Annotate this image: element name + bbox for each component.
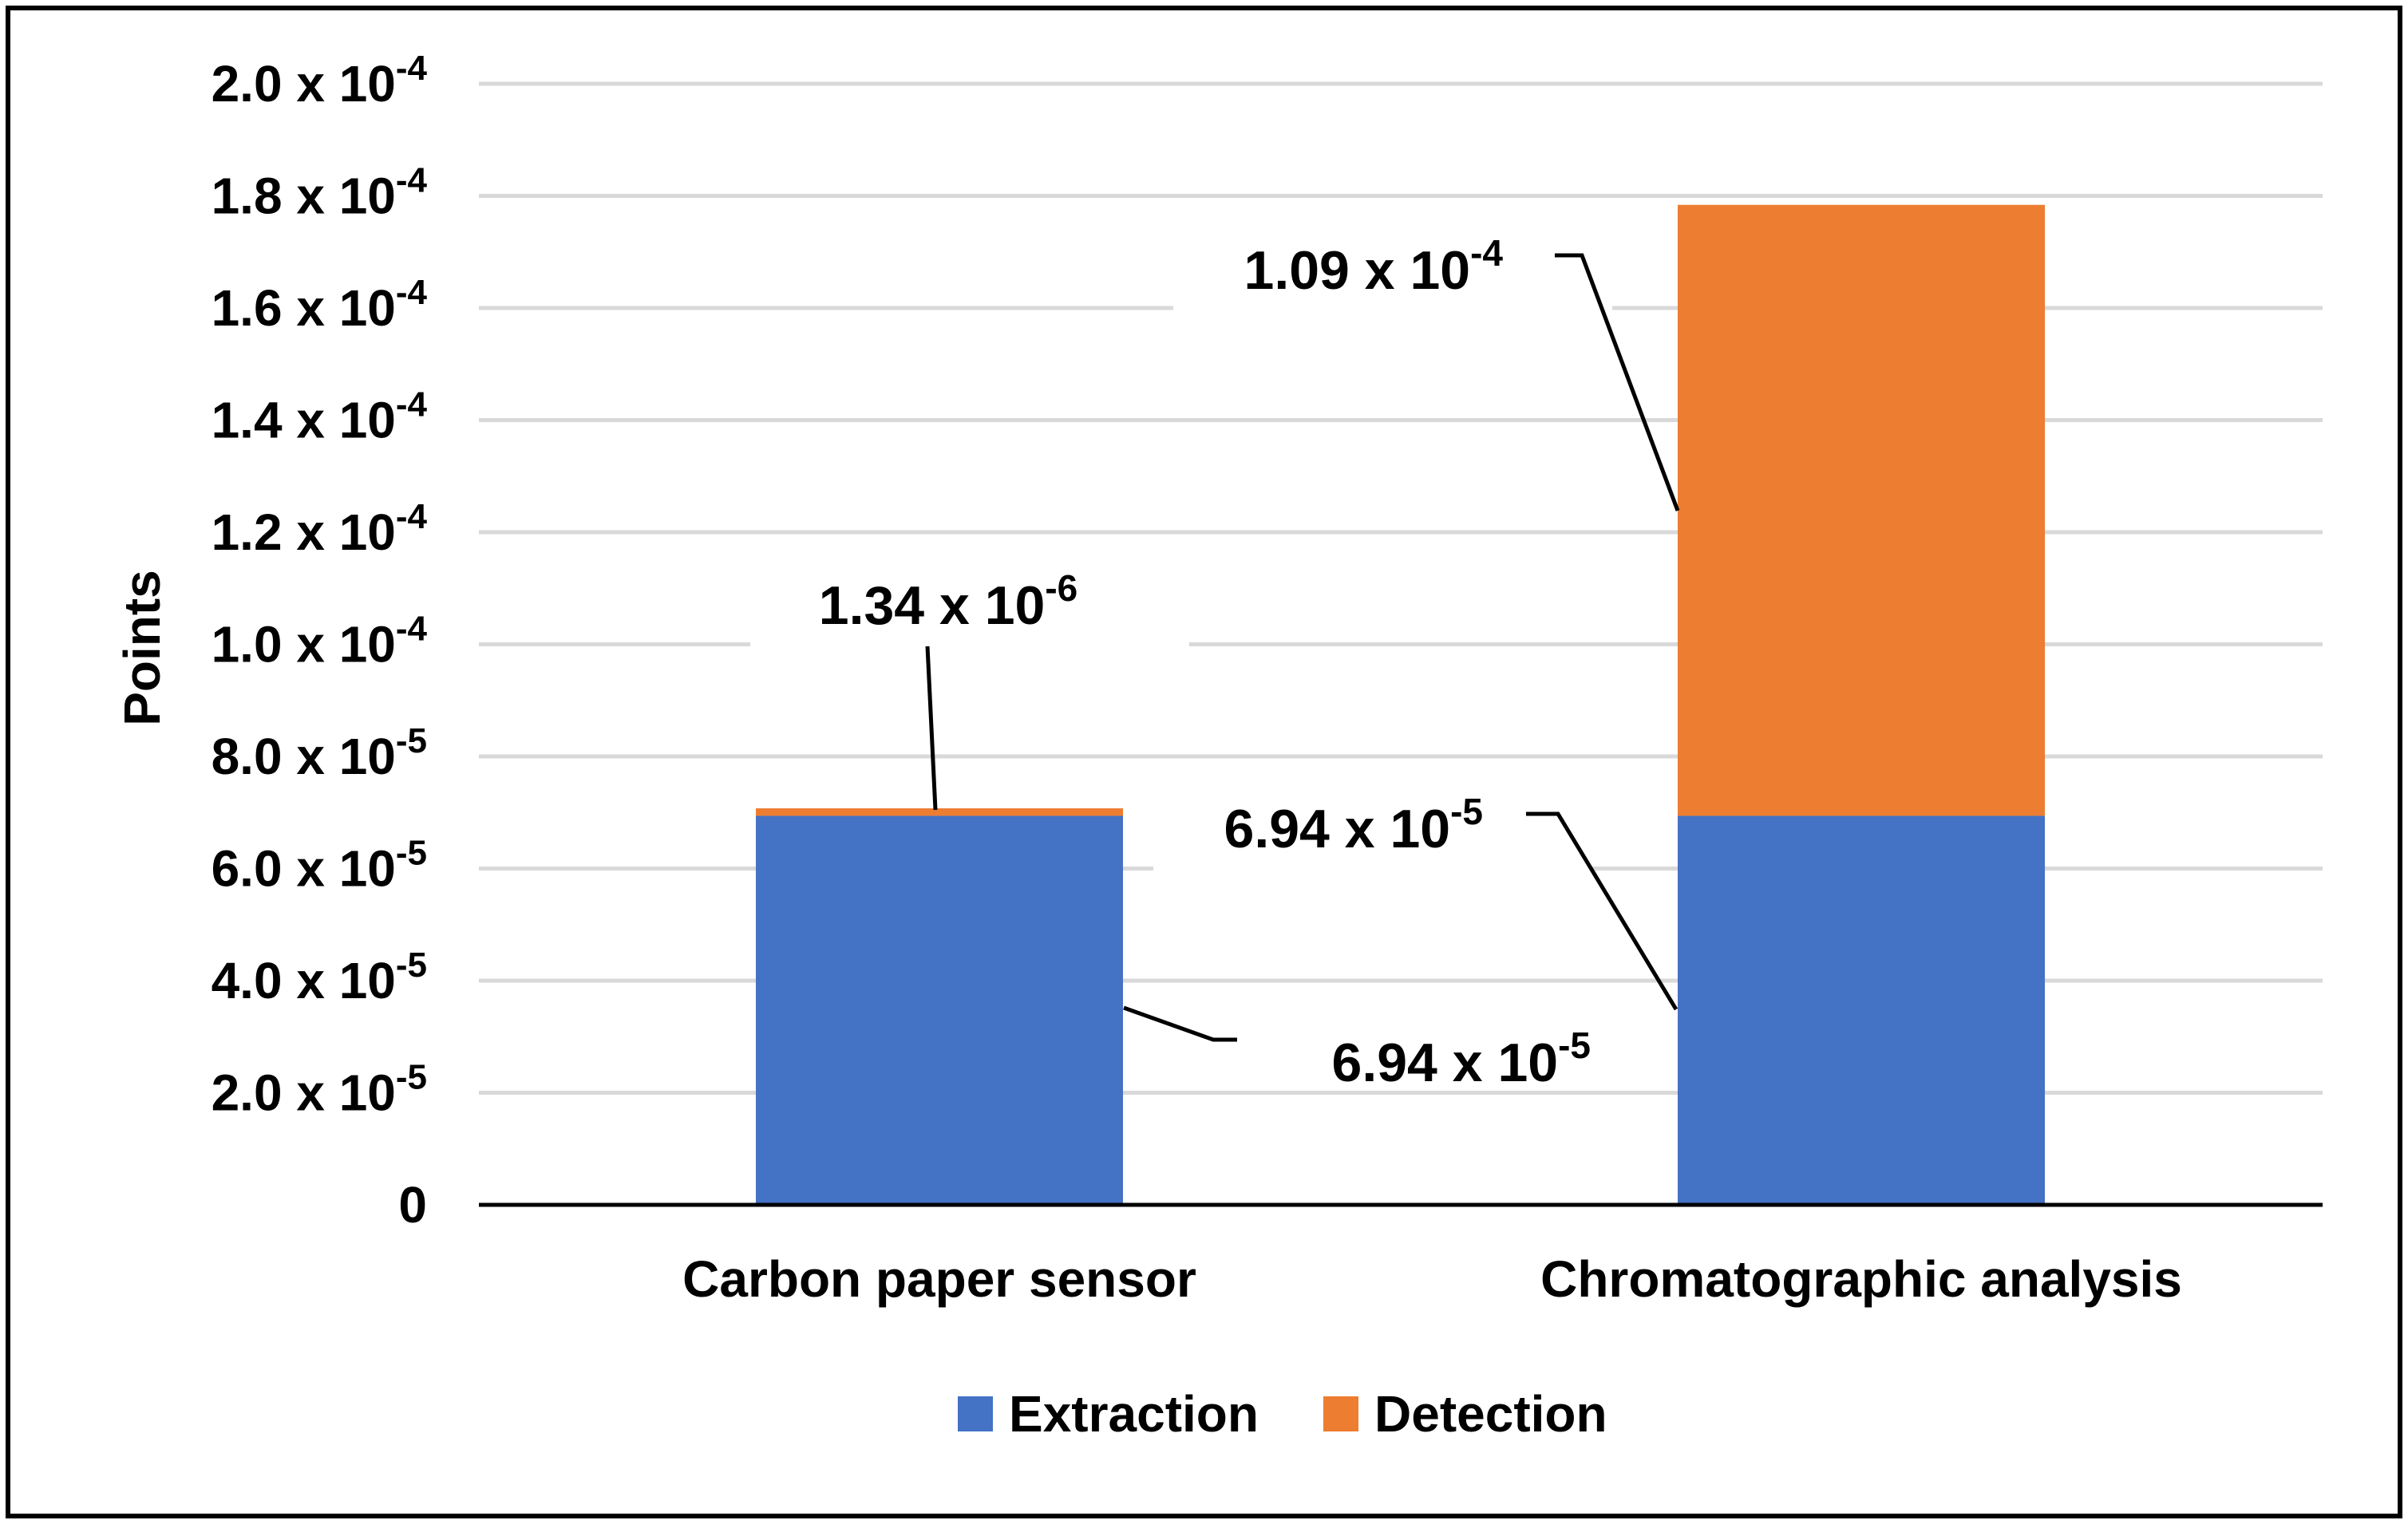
data-label-exponent: -5 [1558,1025,1591,1066]
data-label: 6.94 x 10-5 [1224,791,1484,859]
data-label-exponent: -5 [1450,791,1483,832]
y-tick-label: 1.8 x 10-4 [212,161,428,225]
y-tick-label: 4.0 x 10-5 [212,946,427,1009]
y-tick-label-mantissa: 0 [398,1176,427,1234]
bar-detection-2 [1678,205,2045,816]
data-label-mantissa: 6.94 x 10 [1332,1032,1559,1093]
y-tick-label-mantissa: 2.0 x 10 [212,55,396,113]
bar-extraction-1 [756,815,1123,1205]
bar-detection-1 [756,808,1123,815]
y-tick-label-mantissa: 4.0 x 10 [212,952,396,1009]
y-tick-label-mantissa: 1.8 x 10 [212,168,396,225]
y-tick-label: 1.6 x 10-4 [212,273,428,337]
y-tick-label-mantissa: 8.0 x 10 [212,728,396,785]
y-tick-label-exponent: -5 [396,721,427,760]
y-tick-label: 0 [398,1176,427,1234]
y-tick-label-exponent: -4 [396,385,428,424]
y-tick-label-exponent: -5 [396,1058,427,1097]
y-tick-label: 2.0 x 10-5 [212,1058,427,1122]
y-tick-label-exponent: -4 [396,273,428,312]
y-tick-label-exponent: -4 [396,497,428,536]
data-label-mantissa: 1.09 x 10 [1244,240,1471,301]
y-axis-title: Points [113,570,171,726]
y-tick-label-exponent: -4 [396,161,428,200]
y-tick-label-mantissa: 1.6 x 10 [212,279,396,337]
y-tick-label: 6.0 x 10-5 [212,834,427,898]
y-tick-label-mantissa: 6.0 x 10 [212,840,396,898]
y-tick-label: 1.4 x 10-4 [212,385,428,449]
x-category-label: Chromatographic analysis [1540,1250,2182,1308]
stacked-bar-chart: 02.0 x 10-54.0 x 10-56.0 x 10-58.0 x 10-… [0,0,2408,1524]
y-tick-label: 1.0 x 10-4 [212,610,428,673]
legend-swatch-detection [1323,1396,1358,1431]
chart-frame: 0 2.0 x 10-5 4.0 x 10-5 6.0 x 10-5 8.0 x 10-… [0,0,2408,1524]
data-label-exponent: -6 [1045,567,1077,609]
data-label: 1.09 x 10-4 [1244,232,1504,301]
data-label: 6.94 x 10-5 [1332,1025,1591,1093]
legend-label-extraction: Extraction [1009,1385,1259,1443]
data-label-mantissa: 1.34 x 10 [819,575,1046,636]
legend-swatch-extraction [958,1396,993,1431]
data-label-exponent: -4 [1470,232,1503,274]
bar-extraction-2 [1678,815,2045,1205]
legend-label-detection: Detection [1374,1385,1607,1443]
data-label-mantissa: 6.94 x 10 [1224,799,1451,859]
y-tick-label: 1.2 x 10-4 [212,497,428,561]
y-tick-label-exponent: -4 [396,610,428,649]
y-tick-label: 2.0 x 10-4 [212,49,428,113]
y-tick-label-exponent: -4 [396,49,428,88]
y-tick-label-mantissa: 1.0 x 10 [212,616,396,673]
x-category-label: Carbon paper sensor [682,1250,1196,1308]
data-label: 1.34 x 10-6 [819,567,1078,636]
y-tick-label-mantissa: 2.0 x 10 [212,1064,396,1122]
y-tick-label-exponent: -5 [396,946,427,985]
y-tick-label: 8.0 x 10-5 [212,721,427,785]
y-tick-label-mantissa: 1.2 x 10 [212,503,396,561]
y-tick-label-mantissa: 1.4 x 10 [212,392,396,449]
y-tick-label-exponent: -5 [396,834,427,873]
